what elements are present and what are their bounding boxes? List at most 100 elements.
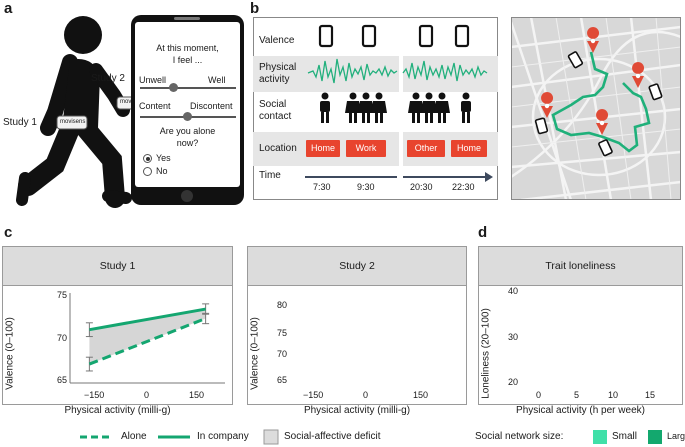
loneliness-ytick-20: 20	[508, 377, 519, 387]
person-icon-1	[320, 92, 330, 123]
person-icon-7	[434, 92, 450, 123]
person-icon-8	[461, 92, 471, 123]
panel-label-b: b	[250, 0, 260, 17]
study1-xtick-150: 150	[189, 390, 205, 400]
timeline-graphics	[305, 24, 493, 182]
loneliness-xtick-5: 5	[574, 390, 580, 400]
row-valence: Valence	[259, 35, 295, 46]
location-chip-home-2: Home	[451, 140, 487, 157]
row-physical: Physical	[259, 62, 297, 73]
activity-wave-2	[402, 60, 488, 82]
smartphone-screen	[135, 22, 240, 187]
study2-xlabel: Physical activity (milli-g)	[303, 405, 411, 416]
radio-yes[interactable]	[143, 154, 152, 163]
study2-ylabel: Valence (0–100)	[249, 317, 261, 390]
person-icon-4	[371, 92, 387, 123]
study2-ytick-65: 65	[277, 375, 288, 385]
row-time: Time	[259, 170, 281, 181]
legend-alone-label: Alone	[121, 431, 147, 442]
in-company-series-line	[89, 307, 206, 332]
study1-xtick-0: 0	[144, 390, 150, 400]
activity-row-band	[253, 56, 498, 92]
question-line2: now?	[176, 138, 199, 148]
phone-icon	[361, 24, 377, 48]
radio-no[interactable]	[143, 167, 152, 176]
slider1-left-label: Unwell	[139, 75, 167, 85]
radio-yes-dot	[145, 156, 150, 161]
study2-header: Study 2	[247, 246, 467, 286]
study2-ytick-70: 70	[277, 349, 288, 359]
loneliness-xtick-10: 10	[608, 390, 619, 400]
phone-icon	[648, 83, 663, 101]
map-pin-icon	[596, 109, 609, 135]
time-label-1: 7:30	[313, 182, 331, 192]
slider2-right-label: Discontent	[190, 101, 233, 111]
activity-wave-1	[307, 58, 398, 84]
loneliness-xtick-15: 15	[645, 390, 656, 400]
hip-sensor-label: movisens	[60, 119, 86, 125]
study1-xtick-neg150: −150	[84, 390, 105, 400]
panel-label-a: a	[4, 0, 13, 17]
phone-icon	[567, 51, 584, 69]
option-no-label: No	[156, 166, 168, 176]
legend-small-swatch	[593, 430, 607, 444]
phone-icon	[318, 24, 334, 48]
row-activity: activity	[259, 74, 290, 85]
person-icon-5	[408, 92, 424, 123]
phone-icon	[534, 117, 549, 135]
panel-label-c: c	[4, 224, 13, 241]
panel-label-d: d	[478, 224, 488, 241]
content-slider-thumb[interactable]	[183, 112, 192, 121]
study1-header: Study 1	[2, 246, 233, 286]
mood-slider-thumb[interactable]	[169, 83, 178, 92]
time-label-4: 22:30	[452, 182, 475, 192]
location-chip-other: Other	[407, 140, 445, 157]
phone-icon	[418, 24, 434, 48]
loneliness-ylabel: Loneliness (20–100)	[480, 308, 492, 399]
time-label-3: 20:30	[410, 182, 433, 192]
loneliness-ytick-30: 30	[508, 332, 519, 342]
study2-plot-frame	[247, 285, 467, 405]
legend-large-swatch	[648, 430, 662, 444]
loneliness-header: Trait loneliness	[478, 246, 683, 286]
study2-xtick-150: 150	[413, 390, 429, 400]
mood-slider-track[interactable]	[140, 87, 236, 89]
loneliness-xtick-0: 0	[536, 390, 542, 400]
row-location: Location	[259, 143, 297, 154]
study1-ylabel-wrap: Valence (0–100)	[2, 306, 16, 404]
study2-ytick-80: 80	[277, 300, 288, 310]
timeline-box	[253, 17, 498, 200]
study1-chart	[69, 293, 225, 384]
slider1-right-label: Well	[208, 75, 226, 85]
phone-icon	[454, 24, 470, 48]
map-pin-icon	[632, 62, 645, 88]
loneliness-plot-frame	[478, 285, 683, 405]
study2-xtick-neg150: −150	[303, 390, 324, 400]
legend-small-label: Small	[612, 431, 638, 442]
study2-ylabel-wrap: Valence (0–100)	[247, 306, 261, 404]
study1-xlabel: Physical activity (milli-g)	[64, 405, 171, 416]
city-map	[511, 17, 681, 200]
loneliness-ytick-40: 40	[508, 286, 519, 296]
map-pin-icon	[541, 92, 554, 118]
person-icon-2	[345, 92, 361, 123]
location-chip-home: Home	[306, 140, 340, 157]
row-social: Social	[259, 99, 287, 110]
legend-large-label: Large	[667, 431, 685, 441]
study2-xtick-0: 0	[363, 390, 369, 400]
time-label-2: 9:30	[357, 182, 375, 192]
person-icon-3	[358, 92, 374, 123]
study1-ytick-65: 65	[57, 375, 68, 385]
loneliness-xlabel: Physical activity (h per week)	[516, 405, 645, 416]
slider2-left-label: Content	[139, 101, 171, 111]
study2-label: Study 2	[91, 73, 125, 84]
legend-network-title: Social network size:	[475, 431, 564, 442]
study1-label: Study 1	[3, 117, 37, 128]
person-icon-6	[421, 92, 437, 123]
time-gap	[399, 18, 403, 199]
home-button[interactable]	[181, 190, 193, 202]
map-pin-icon	[587, 27, 600, 53]
legend-c-graphics	[80, 429, 662, 445]
study1-ylabel: Valence (0–100)	[4, 317, 16, 390]
prompt-line1: At this moment,	[156, 43, 219, 53]
